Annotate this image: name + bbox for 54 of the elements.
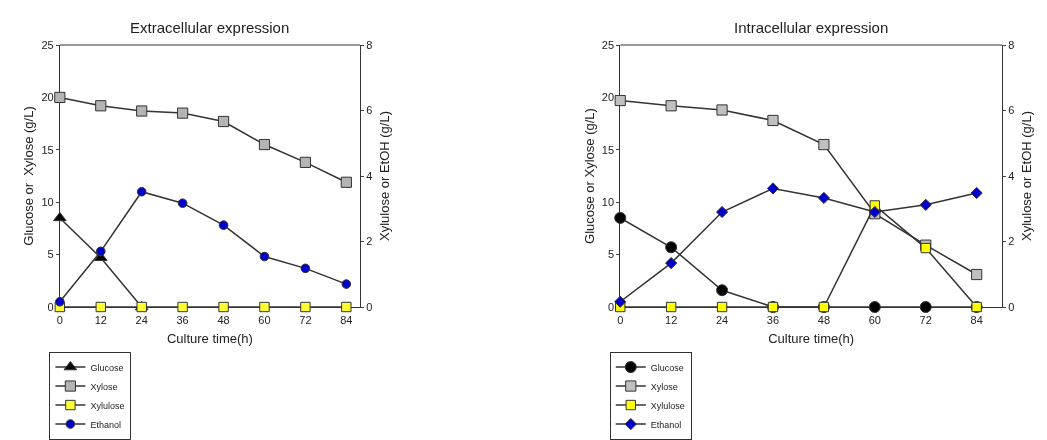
x-tick-label: 84 (970, 314, 983, 327)
legend-label: Ethanol (90, 419, 121, 430)
y-tick-label: 0 (47, 300, 54, 313)
y2-tick-label: 4 (366, 169, 373, 182)
y2-tick-label: 0 (1008, 300, 1015, 313)
x-tick-label: 0 (56, 314, 63, 327)
y-axis-title: Glucose or Xylose (g/L) (581, 108, 597, 244)
y2-axis-title: Xylulose or EtOH (g/L) (376, 110, 392, 242)
legend-label: Xylulose (90, 400, 125, 411)
y2-axis-title: Xylulose or EtOH (g/L) (1019, 110, 1035, 242)
y-tick-label: 20 (41, 91, 54, 104)
x-axis-title: Culture time(h) (768, 330, 855, 346)
y-tick-label: 15 (41, 143, 54, 156)
x-tick-label: 12 (94, 314, 107, 327)
x-tick-label: 12 (665, 314, 678, 327)
y-tick-label: 25 (41, 38, 54, 51)
y2-tick-label: 6 (1008, 104, 1015, 117)
y2-tick-label: 2 (1008, 235, 1015, 248)
y2-tick-label: 8 (366, 38, 373, 51)
legend-label: Xylulose (650, 400, 685, 411)
x-tick-label: 24 (135, 314, 148, 327)
y-tick-label: 5 (47, 248, 54, 261)
legend-label: Glucose (650, 362, 684, 373)
chart-title: Extracellular expression (130, 19, 290, 36)
y-tick-label: 5 (607, 248, 615, 261)
x-tick-label: 24 (715, 314, 729, 327)
legend-label: Glucose (90, 362, 124, 373)
x-tick-label: 60 (868, 314, 881, 327)
x-tick-label: 36 (176, 314, 189, 327)
legend-label: Xylose (90, 381, 118, 392)
y2-tick-label: 6 (366, 104, 373, 117)
chart-title: Intracellular expression (734, 19, 889, 36)
y-tick-label: 15 (601, 143, 615, 156)
x-tick-label: 48 (217, 314, 230, 327)
x-axis-title: Culture time(h) (166, 330, 253, 346)
x-tick-label: 72 (299, 314, 312, 327)
x-tick-label: 60 (258, 314, 271, 327)
y-axis-title: Glucose or Xylose (g/L) (21, 106, 37, 246)
x-tick-label: 48 (817, 314, 831, 327)
legend-label: Ethanol (650, 419, 682, 430)
y-tick-label: 25 (601, 38, 615, 51)
x-tick-label: 72 (919, 314, 932, 327)
x-tick-label: 0 (617, 314, 624, 327)
y-tick-label: 10 (601, 196, 615, 209)
y2-tick-label: 2 (366, 235, 373, 248)
y2-tick-label: 4 (1008, 169, 1015, 182)
y-tick-label: 0 (607, 300, 615, 313)
y-tick-label: 20 (601, 91, 615, 104)
legend-label: Xylose (650, 381, 678, 392)
y-tick-label: 10 (41, 196, 54, 209)
x-tick-label: 84 (340, 314, 353, 327)
y2-tick-label: 0 (366, 300, 373, 313)
y2-tick-label: 8 (1008, 38, 1015, 51)
x-tick-label: 36 (766, 314, 780, 327)
